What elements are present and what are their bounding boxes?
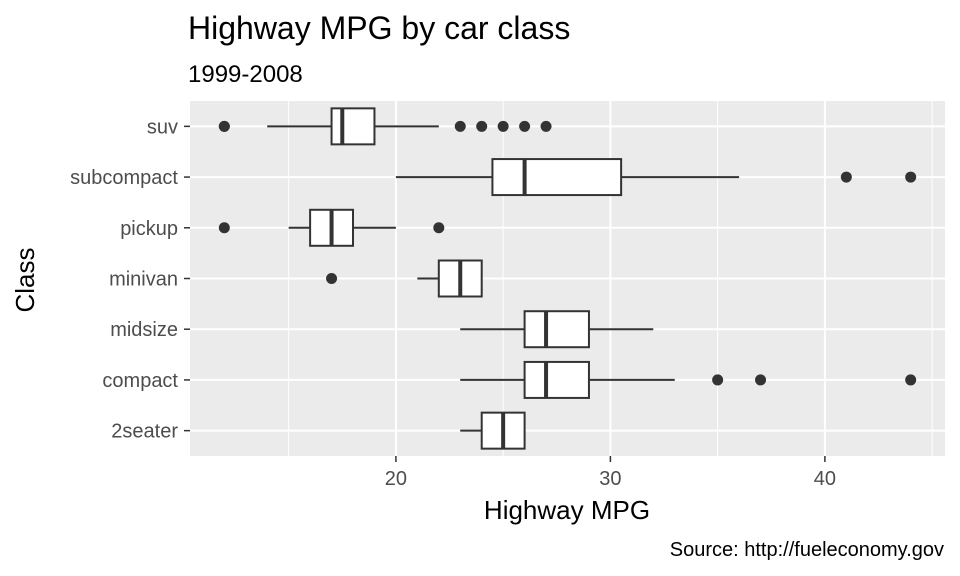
y-tick-label: minivan (109, 269, 178, 291)
outlier-point (712, 374, 724, 386)
y-tick-label: subcompact (70, 167, 178, 189)
outlier-point (905, 171, 917, 183)
box-minivan (326, 259, 483, 298)
y-tick-label: compact (102, 370, 178, 392)
outlier-point (218, 222, 230, 234)
box-series (218, 107, 917, 450)
y-tick-label: pickup (120, 218, 178, 240)
y-axis-title: Class (10, 247, 40, 312)
iqr-box (523, 310, 590, 349)
box-suv (218, 107, 552, 146)
box-pickup (218, 208, 445, 247)
outlier-point (476, 120, 488, 132)
iqr-box (491, 158, 623, 197)
y-tick-label: midsize (110, 319, 178, 341)
iqr-box (330, 107, 376, 146)
box-subcompact (395, 158, 917, 197)
outlier-point (326, 273, 338, 284)
x-axis-ticks: 20 30 40 (385, 456, 836, 490)
box-midsize (460, 310, 654, 349)
box-compact (460, 360, 917, 399)
outlier-point (433, 222, 445, 234)
chart-caption: Source: http://fueleconomy.gov (670, 539, 944, 561)
outlier-point (519, 120, 531, 132)
outlier-point (540, 120, 552, 132)
iqr-box (523, 360, 590, 399)
chart-title: Highway MPG by car class (188, 10, 570, 46)
outlier-point (905, 374, 917, 386)
y-tick-label: 2seater (111, 421, 178, 443)
x-tick-label: 30 (599, 468, 621, 490)
outlier-point (755, 374, 767, 386)
outlier-point (454, 120, 466, 132)
outlier-point (497, 120, 509, 132)
y-axis-ticks: suv subcompact pickup minivan midsize compact… (70, 116, 190, 443)
outlier-point (218, 120, 230, 132)
chart-subtitle: 1999-2008 (188, 61, 303, 88)
x-tick-label: 40 (814, 468, 836, 490)
x-axis-title: Highway MPG (484, 495, 650, 525)
box-2seater (460, 411, 526, 450)
x-tick-label: 20 (385, 468, 407, 490)
y-tick-label: suv (147, 116, 178, 138)
outlier-point (840, 171, 852, 183)
